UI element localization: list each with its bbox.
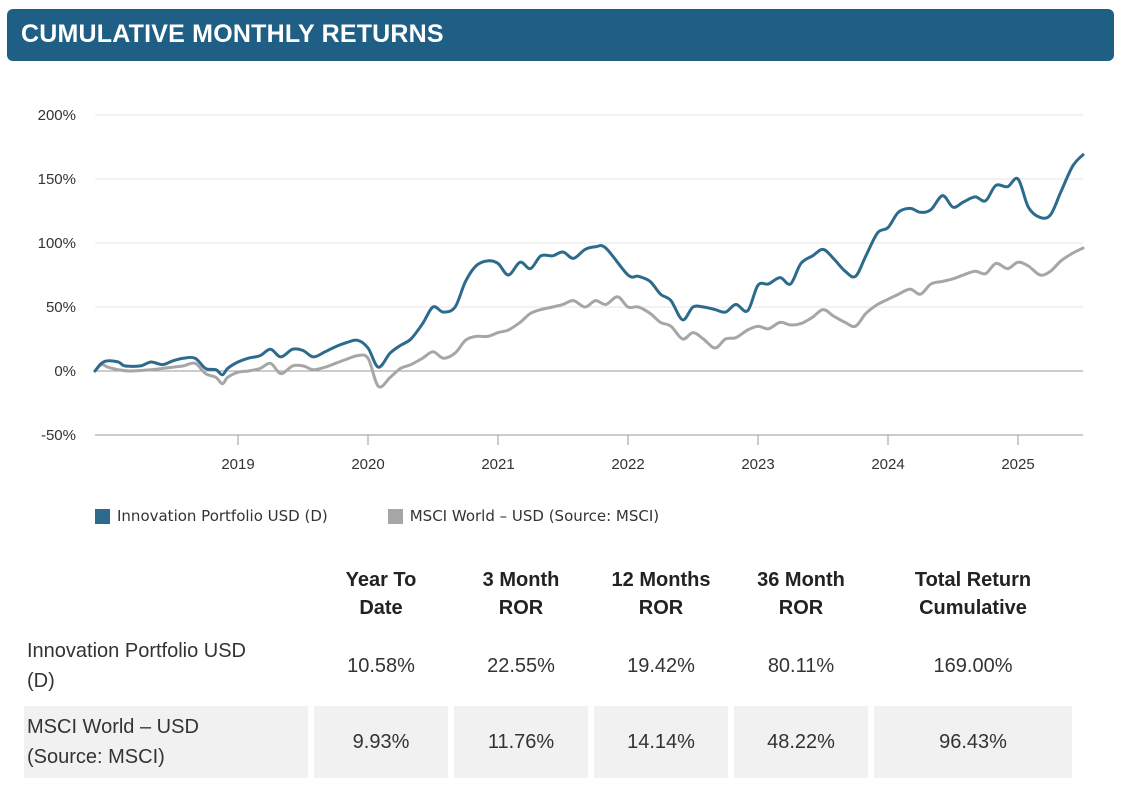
table-row: MSCI World – USD (Source: MSCI) 9.93% 11.… xyxy=(24,706,1072,778)
table-header-ytd: Year To Date xyxy=(345,569,417,619)
chart-grid xyxy=(95,114,1083,436)
y-tick-label: -50% xyxy=(41,427,76,444)
table-header-row: Year To Date 3 Month ROR 12 Months ROR 36 M… xyxy=(24,562,1072,626)
returns-table: Year To Date 3 Month ROR 12 Months ROR 36 M… xyxy=(18,558,1078,782)
cell-value: 11.76% xyxy=(454,706,588,778)
cell-value: 22.55% xyxy=(487,655,555,677)
x-tick-label: 2025 xyxy=(1001,456,1034,473)
table-header-total: Total Return Cumulative xyxy=(914,569,1032,619)
legend-label-portfolio: Innovation Portfolio USD (D) xyxy=(117,507,328,525)
x-tick-label: 2021 xyxy=(481,456,514,473)
y-tick-label: 0% xyxy=(54,363,76,380)
cell-value: 19.42% xyxy=(627,655,695,677)
cell-value: 48.22% xyxy=(734,706,868,778)
row-label-benchmark: MSCI World – USD (Source: MSCI) xyxy=(24,706,308,778)
cell-value: 80.11% xyxy=(767,655,835,677)
cell-value: 9.93% xyxy=(314,706,448,778)
y-tick-label: 50% xyxy=(46,299,76,316)
page-title: CUMULATIVE MONTHLY RETURNS xyxy=(21,20,444,48)
x-tick-label: 2020 xyxy=(351,456,384,473)
table-header-36m: 36 Month ROR xyxy=(757,569,845,619)
cell-value: 14.14% xyxy=(594,706,728,778)
x-tick-label: 2019 xyxy=(221,456,254,473)
legend-item-benchmark[interactable]: MSCI World – USD (Source: MSCI) xyxy=(387,507,660,525)
y-axis-labels: -50% 0% 50% 100% 150% 200% xyxy=(38,107,76,444)
table-row: Innovation Portfolio USD (D) 10.58% 22.55… xyxy=(24,630,1072,702)
row-label-portfolio: Innovation Portfolio USD (D) xyxy=(27,640,247,692)
x-tick-label: 2023 xyxy=(741,456,774,473)
legend-swatch-portfolio xyxy=(95,508,110,524)
x-tick-label: 2024 xyxy=(871,456,904,473)
table-header-blank xyxy=(24,562,308,626)
series-line-benchmark xyxy=(93,246,1085,389)
chart-series xyxy=(93,153,1085,389)
series-line-portfolio xyxy=(93,153,1085,377)
legend-item-portfolio[interactable]: Innovation Portfolio USD (D) xyxy=(95,507,328,525)
table-header-3m: 3 Month ROR xyxy=(482,569,560,619)
header-banner: CUMULATIVE MONTHLY RETURNS xyxy=(7,9,1114,61)
chart-legend: Innovation Portfolio USD (D) MSCI World … xyxy=(95,507,719,525)
y-tick-label: 150% xyxy=(38,171,76,188)
cell-value: 169.00% xyxy=(933,655,1013,677)
y-tick-label: 100% xyxy=(38,235,76,252)
x-tick-label: 2022 xyxy=(611,456,644,473)
x-axis-labels: 2019 2020 2021 2022 2023 2024 2025 xyxy=(221,435,1035,473)
cell-value: 96.43% xyxy=(874,706,1072,778)
legend-swatch-benchmark xyxy=(387,508,403,524)
cumulative-returns-chart: -50%0%50%100%150%200% 2019 2020 2021 2022 20… xyxy=(38,107,1085,473)
y-tick-label: 200% xyxy=(38,107,76,124)
cell-value: 10.58% xyxy=(347,655,415,677)
legend-label-benchmark: MSCI World – USD (Source: MSCI) xyxy=(409,507,660,525)
table-header-12m: 12 Months ROR xyxy=(611,569,711,619)
